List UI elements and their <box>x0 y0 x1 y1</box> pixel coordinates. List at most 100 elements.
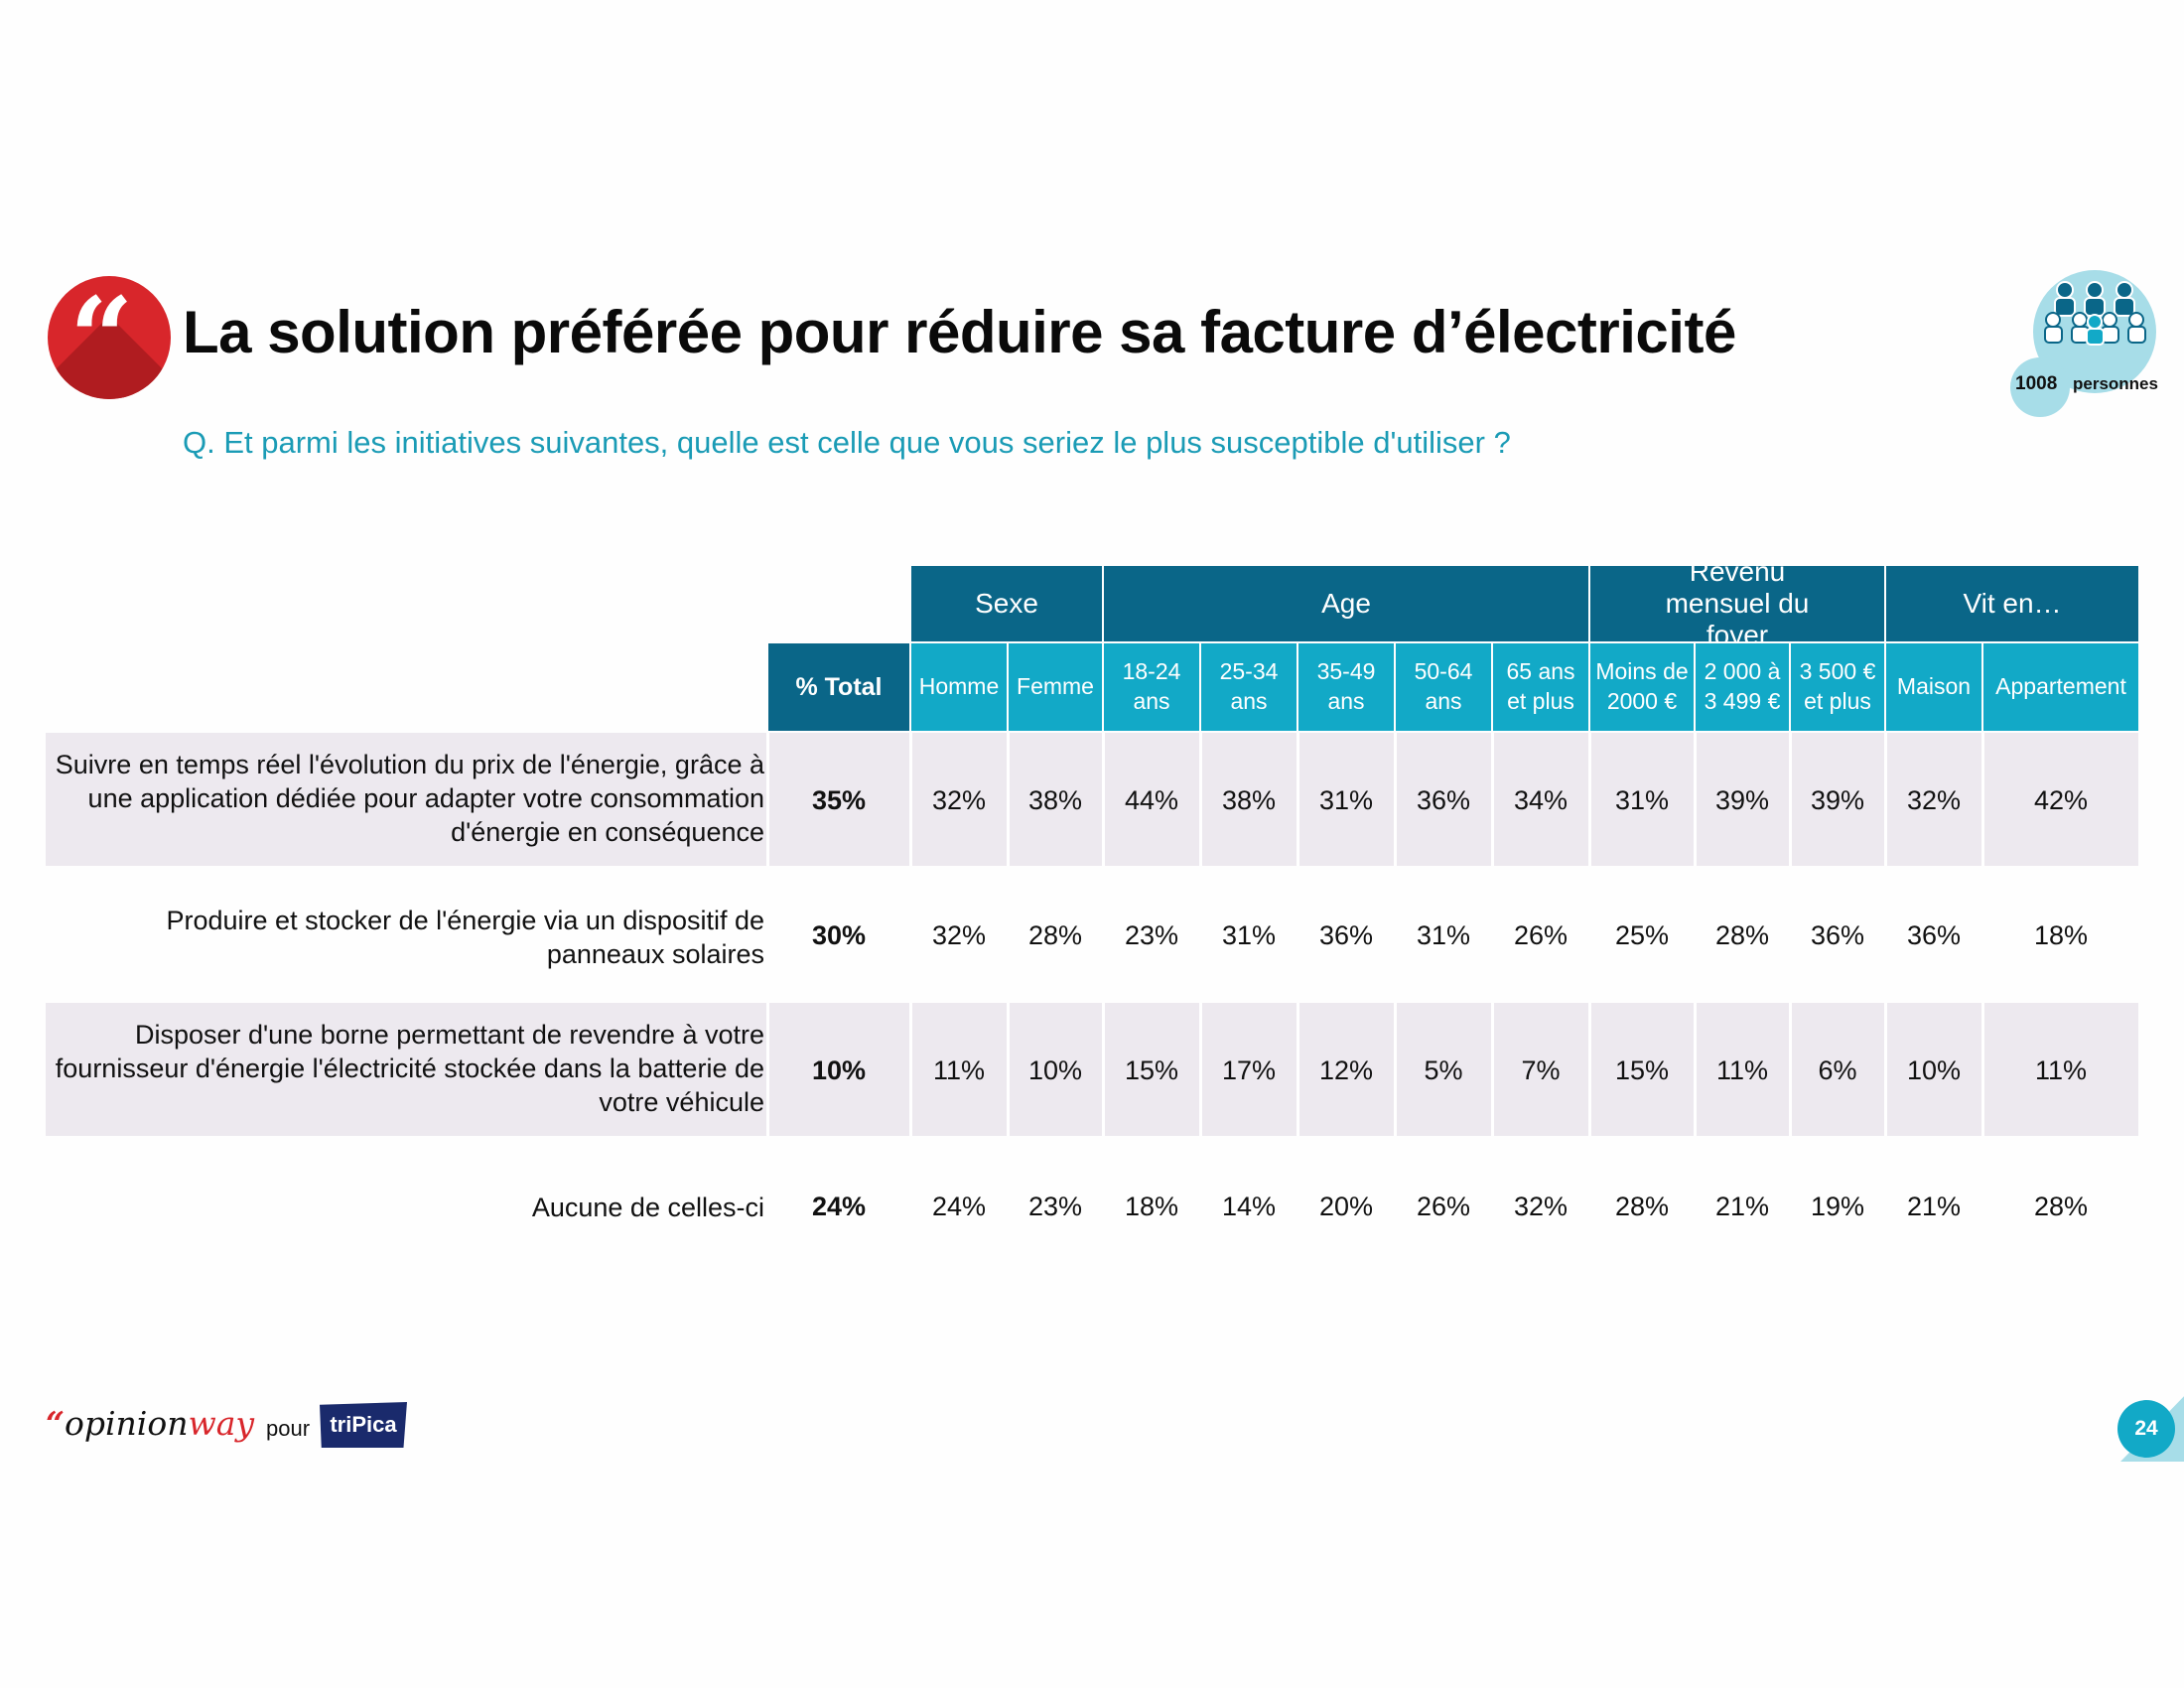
column-divider <box>1199 1003 1202 1136</box>
value-cell: 21% <box>1714 1192 1770 1221</box>
column-divider <box>1981 733 1984 866</box>
column-divider <box>909 733 912 866</box>
column-header-35-49: 35-49 ans <box>1298 643 1394 731</box>
column-header-2000-3499: 2 000 à 3 499 € <box>1696 643 1789 731</box>
value-cell: 36% <box>1416 785 1471 815</box>
value-cell: 20% <box>1318 1192 1374 1221</box>
column-divider <box>1884 1003 1887 1136</box>
value-cell: 25% <box>1614 920 1670 950</box>
value-cell: 39% <box>1810 785 1865 815</box>
survey-question: Q. Et parmi les initiatives suivantes, q… <box>183 425 1511 460</box>
sample-label: personnes <box>2073 374 2158 393</box>
row-label: Aucune de celles-ci <box>531 1193 764 1223</box>
page-number: 24 <box>2117 1400 2175 1458</box>
column-divider <box>1694 733 1697 866</box>
column-divider <box>1297 1003 1299 1136</box>
value-cell: 28% <box>1027 920 1083 950</box>
value-cell: 10% <box>1027 1055 1083 1085</box>
column-divider <box>1789 733 1792 866</box>
column-header-maison: Maison <box>1886 643 1981 731</box>
group-header-age: Age <box>1104 566 1588 641</box>
value-cell: 28% <box>1614 1192 1670 1221</box>
total-cell: 24% <box>811 1192 867 1221</box>
value-cell: 24% <box>931 1192 987 1221</box>
column-header-18-24: 18-24 ans <box>1104 643 1199 731</box>
column-header-50-64: 50-64 ans <box>1396 643 1491 731</box>
column-header-moins-2000: Moins de 2000 € <box>1590 643 1694 731</box>
value-cell: 28% <box>2033 1192 2089 1221</box>
value-cell: 39% <box>1714 785 1770 815</box>
column-divider <box>1199 733 1202 866</box>
value-cell: 38% <box>1027 785 1083 815</box>
column-header-appartement: Appartement <box>1983 643 2138 731</box>
column-divider <box>766 1003 769 1136</box>
row-label: Disposer d'une borne permettant de reven… <box>55 1020 764 1117</box>
column-divider <box>1394 1003 1397 1136</box>
value-cell: 5% <box>1424 1055 1463 1085</box>
value-cell: 18% <box>1124 1192 1179 1221</box>
column-divider <box>1588 1003 1591 1136</box>
row-label: Suivre en temps réel l'évolution du prix… <box>55 750 764 847</box>
column-divider <box>1007 1003 1010 1136</box>
column-header-25-34: 25-34 ans <box>1201 643 1297 731</box>
column-divider <box>766 733 769 866</box>
value-cell: 31% <box>1614 785 1670 815</box>
value-cell: 28% <box>1714 920 1770 950</box>
footer-pour: pour <box>266 1416 311 1441</box>
column-divider <box>1394 733 1397 866</box>
column-divider <box>1102 733 1105 866</box>
column-divider <box>1981 1003 1984 1136</box>
value-cell: 12% <box>1318 1055 1374 1085</box>
total-cell: 10% <box>811 1055 867 1085</box>
value-cell: 26% <box>1513 920 1569 950</box>
column-header-65-plus: 65 ans et plus <box>1493 643 1588 731</box>
value-cell: 32% <box>931 785 987 815</box>
value-cell: 11% <box>2034 1055 2088 1085</box>
value-cell: 34% <box>1513 785 1569 815</box>
value-cell: 31% <box>1416 920 1471 950</box>
column-divider <box>1102 1003 1105 1136</box>
value-cell: 36% <box>1906 920 1962 950</box>
value-cell: 23% <box>1124 920 1179 950</box>
value-cell: 31% <box>1318 785 1374 815</box>
value-cell: 38% <box>1221 785 1277 815</box>
value-cell: 6% <box>1818 1055 1857 1085</box>
column-divider <box>1297 733 1299 866</box>
people-icon <box>2044 281 2146 346</box>
opinionway-logo: “opinionway <box>46 1404 255 1443</box>
value-cell: 32% <box>1513 1192 1569 1221</box>
value-cell: 17% <box>1221 1055 1277 1085</box>
group-header-vit-en: Vit en… <box>1886 566 2138 641</box>
group-header-revenu: Revenu mensuel du foyer <box>1590 556 1884 650</box>
value-cell: 44% <box>1124 785 1179 815</box>
value-cell: 42% <box>2033 785 2089 815</box>
quote-logo: “ <box>48 276 171 399</box>
column-divider <box>1789 1003 1792 1136</box>
column-divider <box>1491 1003 1494 1136</box>
column-header-homme: Homme <box>911 643 1007 731</box>
column-divider <box>1491 733 1494 866</box>
column-divider <box>1007 733 1010 866</box>
value-cell: 11% <box>1715 1055 1769 1085</box>
value-cell: 31% <box>1221 920 1277 950</box>
total-column-header: % Total <box>768 643 909 731</box>
total-cell: 35% <box>811 785 867 815</box>
value-cell: 11% <box>932 1055 986 1085</box>
value-cell: 21% <box>1906 1192 1962 1221</box>
sample-count: 1008 <box>2015 373 2058 394</box>
value-cell: 15% <box>1124 1055 1179 1085</box>
value-cell: 26% <box>1416 1192 1471 1221</box>
value-cell: 23% <box>1027 1192 1083 1221</box>
sample-size-badge: 1008 personnes <box>2003 266 2182 417</box>
value-cell: 36% <box>1810 920 1865 950</box>
column-divider <box>1694 1003 1697 1136</box>
value-cell: 7% <box>1521 1055 1561 1085</box>
page-title: La solution préférée pour réduire sa fac… <box>183 299 1736 365</box>
value-cell: 32% <box>931 920 987 950</box>
tripica-logo: triPica <box>320 1402 407 1448</box>
row-label: Produire et stocker de l'énergie via un … <box>166 906 765 969</box>
column-header-femme: Femme <box>1009 643 1102 731</box>
value-cell: 18% <box>2033 920 2089 950</box>
column-header-3500-plus: 3 500 € et plus <box>1791 643 1884 731</box>
value-cell: 15% <box>1614 1055 1670 1085</box>
